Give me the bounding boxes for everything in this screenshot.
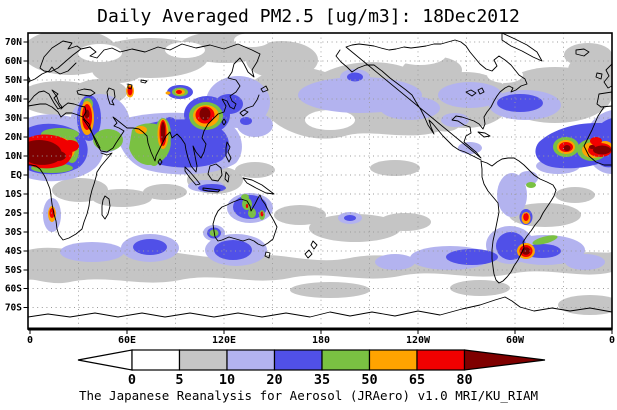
colorbar-segment	[132, 350, 180, 370]
lat-tick-label: EQ	[11, 170, 23, 181]
lat-tick-label: 30N	[5, 113, 22, 124]
colorbar-segment	[370, 350, 418, 370]
colorbar-segment	[180, 350, 228, 370]
colorbar-tick-label: 0	[128, 372, 136, 388]
lat-tick-label: 10N	[5, 151, 22, 162]
lat-tick-label: 10S	[5, 189, 22, 200]
colorbar-segment	[322, 350, 370, 370]
lat-tick-label: 60S	[5, 284, 22, 295]
lat-tick-label: 40N	[5, 94, 22, 105]
lat-tick-label: 40S	[5, 246, 22, 257]
colorbar-tick-label: 20	[266, 372, 282, 388]
pm25-figure: Daily Averaged PM2.5 [ug/m3]: 18Dec2012	[0, 0, 617, 410]
longitude-axis: 0 60E 120E 180 120W 60W 0	[27, 329, 615, 346]
lat-tick-label: 70S	[5, 303, 22, 314]
colorbar-over-arrow	[465, 350, 546, 370]
colorbar-tick-label: 80	[456, 372, 472, 388]
colorbar-tick-label: 10	[219, 372, 235, 388]
lon-tick-label: 0	[609, 335, 615, 346]
lon-tick-label: 120E	[212, 335, 236, 346]
pm25-map-plot: 70N 60N 50N 40N 30N 20N 10N EQ 10S 20S 30S 40S 50S 60…	[0, 0, 617, 410]
lon-tick-label: 60E	[118, 335, 136, 346]
lon-tick-label: 0	[27, 335, 33, 346]
latitude-axis: 70N 60N 50N 40N 30N 20N 10N EQ 10S 20S 30S 40S 50S 60…	[5, 37, 28, 314]
colorbar-tick-label: 50	[361, 372, 377, 388]
colorbar-under-arrow	[78, 350, 132, 370]
colorbar-segment	[227, 350, 275, 370]
lat-tick-label: 50N	[5, 75, 22, 86]
lon-tick-label: 120W	[406, 335, 431, 346]
figure-caption: The Japanese Reanalysis for Aerosol (JRA…	[0, 388, 617, 403]
lon-tick-label: 180	[312, 335, 330, 346]
colorbar-segment	[275, 350, 323, 370]
colorbar-tick-label: 65	[409, 372, 425, 388]
colorbar-tick-label: 5	[175, 372, 183, 388]
lat-tick-label: 20N	[5, 132, 22, 143]
colorbar-tick-label: 35	[314, 372, 330, 388]
lat-tick-label: 30S	[5, 227, 22, 238]
lat-tick-label: 60N	[5, 56, 22, 67]
figure-title: Daily Averaged PM2.5 [ug/m3]: 18Dec2012	[0, 6, 617, 27]
lon-tick-label: 60W	[506, 335, 525, 346]
lat-tick-label: 70N	[5, 37, 22, 48]
colorbar-legend: 0 5 10 20 35 50 65 80	[78, 350, 545, 388]
lat-tick-label: 20S	[5, 208, 22, 219]
colorbar-segment	[417, 350, 465, 370]
lat-tick-label: 50S	[5, 265, 22, 276]
